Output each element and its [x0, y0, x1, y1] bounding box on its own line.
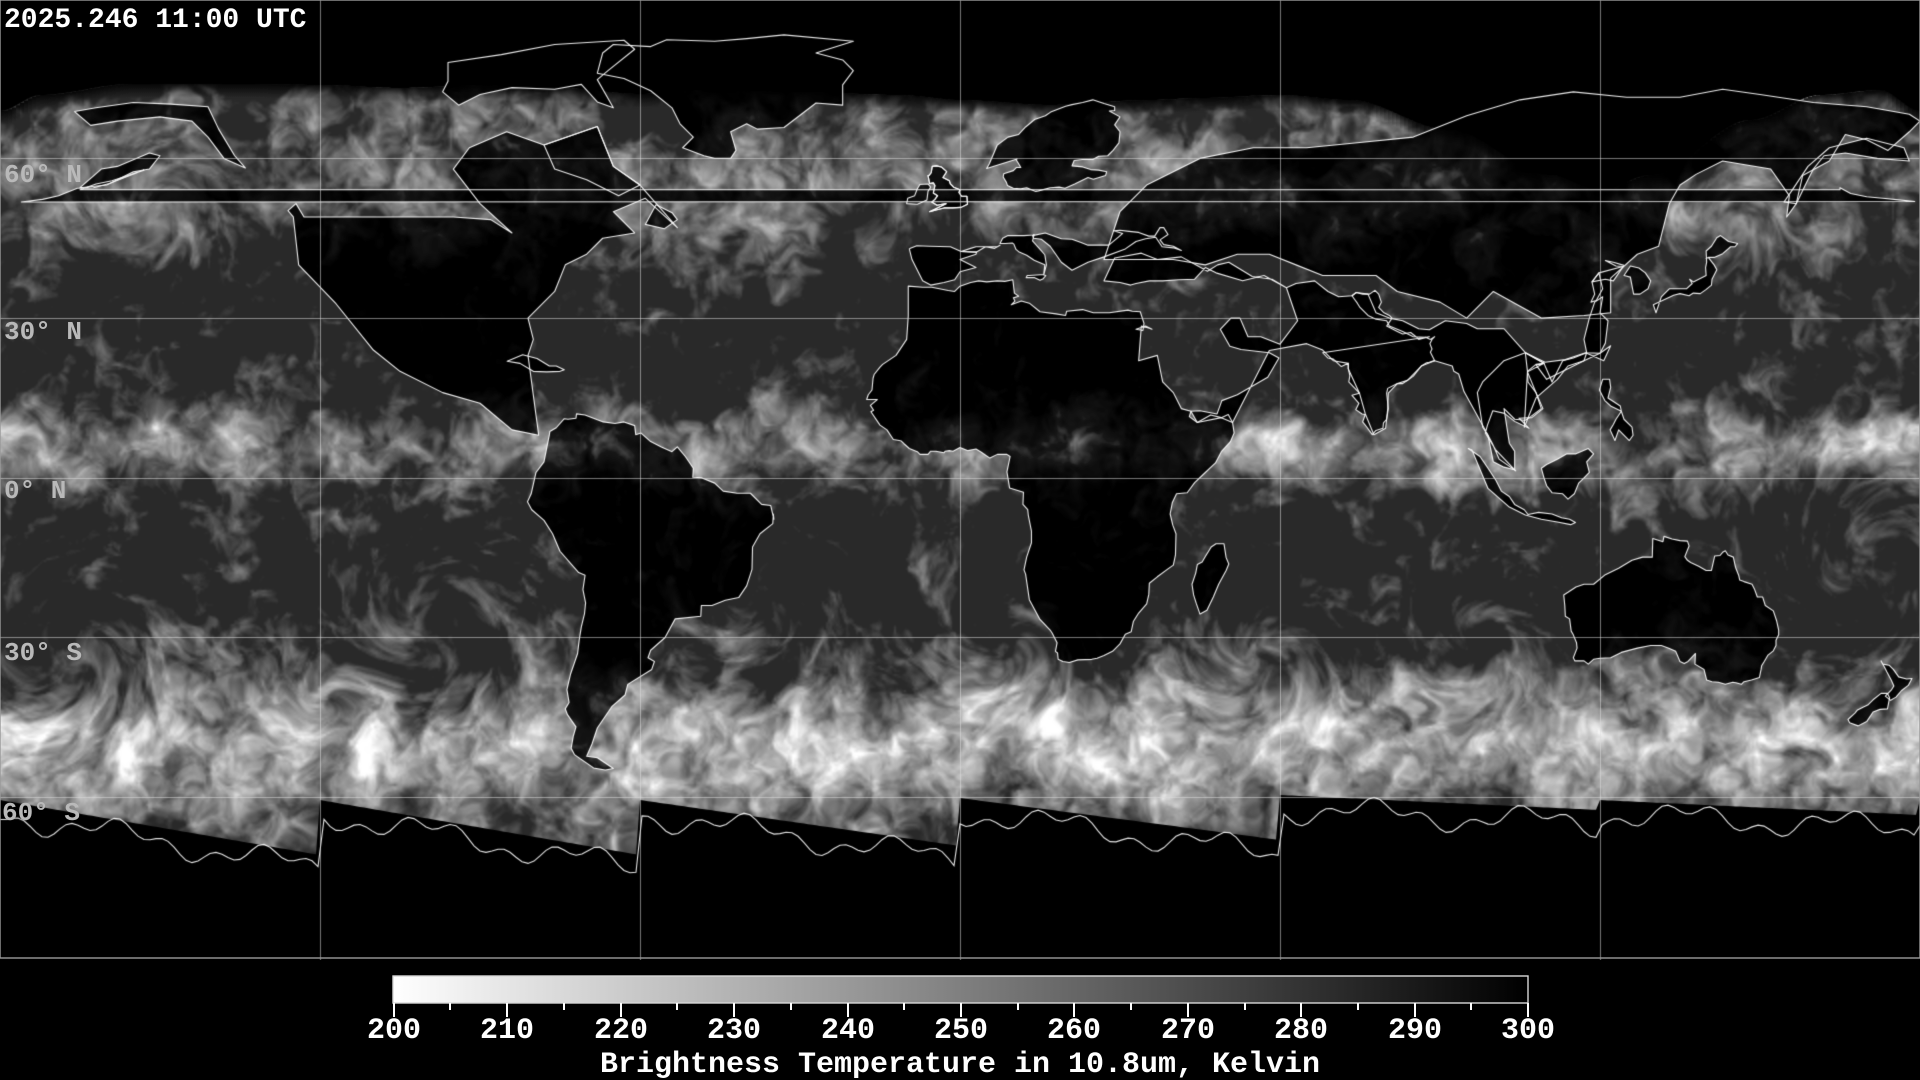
svg-text:260: 260: [1047, 1014, 1101, 1048]
svg-text:230: 230: [707, 1014, 761, 1048]
svg-text:290: 290: [1388, 1014, 1442, 1048]
svg-text:0° N: 0° N: [4, 476, 66, 506]
svg-text:30° S: 30° S: [4, 638, 82, 668]
svg-text:2025.246 11:00 UTC: 2025.246 11:00 UTC: [4, 5, 307, 36]
svg-text:Brightness Temperature in 10.8: Brightness Temperature in 10.8um, Kelvin: [600, 1048, 1320, 1080]
svg-text:60° S: 60° S: [2, 798, 80, 828]
svg-text:30° N: 30° N: [4, 317, 82, 347]
svg-text:280: 280: [1274, 1014, 1328, 1048]
svg-text:240: 240: [821, 1014, 875, 1048]
svg-text:220: 220: [594, 1014, 648, 1048]
svg-text:210: 210: [480, 1014, 534, 1048]
svg-text:250: 250: [934, 1014, 988, 1048]
svg-text:300: 300: [1501, 1014, 1555, 1048]
svg-text:60° N: 60° N: [4, 160, 82, 190]
svg-text:270: 270: [1161, 1014, 1215, 1048]
svg-text:200: 200: [367, 1014, 421, 1048]
